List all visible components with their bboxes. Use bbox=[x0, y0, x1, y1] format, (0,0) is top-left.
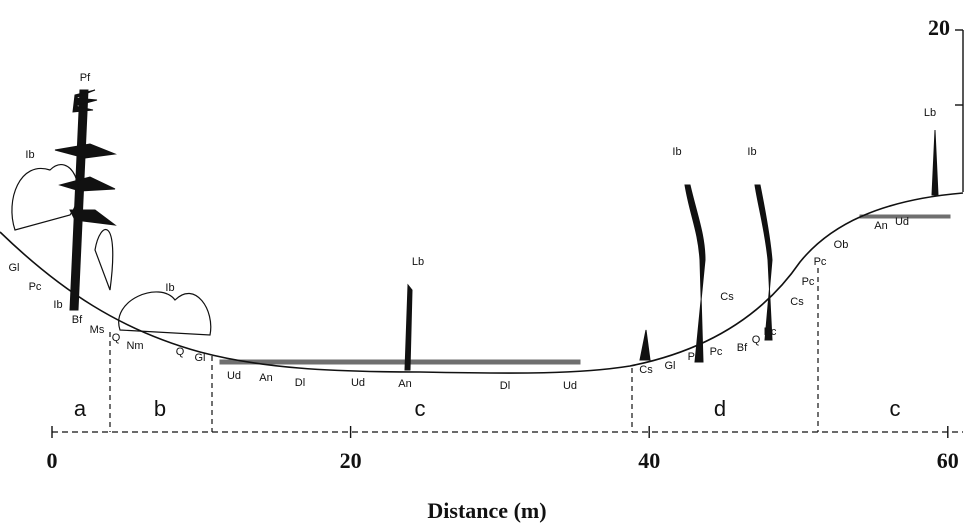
species-label: Pc bbox=[688, 351, 701, 363]
species-label: Lb bbox=[924, 107, 936, 119]
species-label: An bbox=[259, 372, 272, 384]
species-label: Bf bbox=[737, 342, 748, 354]
species-label: Q bbox=[112, 332, 121, 344]
zone-label: c bbox=[415, 396, 426, 421]
species-label: Pc bbox=[710, 346, 723, 358]
species-label: Q bbox=[176, 346, 185, 358]
species-label: Ud bbox=[895, 216, 909, 228]
species-label: Q bbox=[752, 334, 761, 346]
species-label: Pc bbox=[802, 276, 815, 288]
species-label: Ms bbox=[90, 324, 105, 336]
species-label: Ib bbox=[53, 299, 62, 311]
x-tick-label: 40 bbox=[638, 448, 660, 473]
species-label: Pc bbox=[764, 326, 777, 338]
species-label: Pf bbox=[80, 72, 91, 84]
species-label: Ib bbox=[672, 146, 681, 158]
species-label: Gl bbox=[195, 352, 206, 364]
axis-title: Distance (m) bbox=[427, 498, 546, 523]
zone-label: d bbox=[714, 396, 726, 421]
zone-boundaries bbox=[109, 268, 819, 432]
species-label: Ud bbox=[563, 380, 577, 392]
zone-label: c bbox=[890, 396, 901, 421]
species-label: Ib bbox=[165, 282, 174, 294]
species-label: Ib bbox=[25, 149, 34, 161]
zone-label: b bbox=[154, 396, 166, 421]
vegetation bbox=[11, 89, 951, 371]
zone-label: a bbox=[74, 396, 87, 421]
species-label: Nm bbox=[126, 340, 143, 352]
species-label: Gl bbox=[9, 262, 20, 274]
species-label: Ob bbox=[834, 239, 849, 251]
species-label: Lb bbox=[412, 256, 424, 268]
species-label: Cs bbox=[790, 296, 804, 308]
species-label: Cs bbox=[720, 291, 734, 303]
species-label: An bbox=[874, 220, 887, 232]
species-label: Pc bbox=[29, 281, 42, 293]
species-label: An bbox=[398, 378, 411, 390]
species-label: Dl bbox=[295, 377, 305, 389]
species-label: Cs bbox=[639, 364, 653, 376]
scale-label: 20 bbox=[928, 15, 950, 40]
species-label: Bf bbox=[72, 314, 83, 326]
species-label: Dl bbox=[500, 380, 510, 392]
species-label: Gl bbox=[665, 360, 676, 372]
species-label: Ud bbox=[351, 377, 365, 389]
height-scale bbox=[955, 29, 964, 192]
species-label: Ib bbox=[747, 146, 756, 158]
x-tick-label: 60 bbox=[937, 448, 959, 473]
ground-profile bbox=[0, 192, 964, 374]
species-label: Pc bbox=[814, 256, 827, 268]
species-label: Ud bbox=[227, 370, 241, 382]
x-tick-label: 20 bbox=[340, 448, 362, 473]
x-tick-label: 0 bbox=[47, 448, 58, 473]
